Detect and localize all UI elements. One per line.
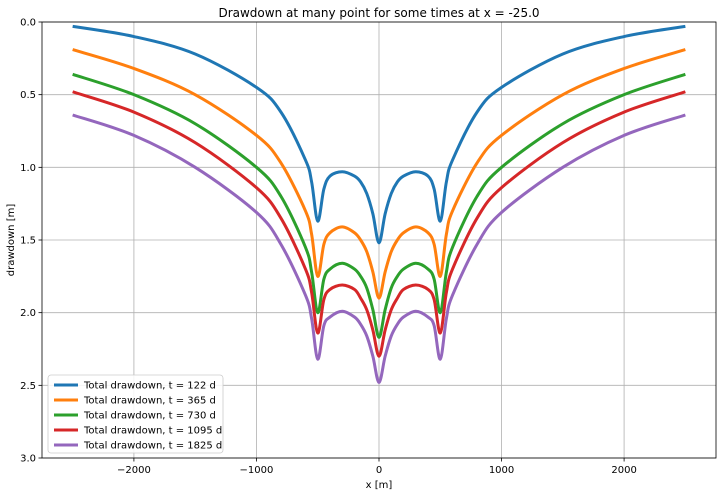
series-line-3: [72, 72, 686, 339]
x-axis-ticks: −2000 −1000 0 1000 2000: [117, 458, 637, 476]
y-tick-label: 1.5: [20, 236, 36, 247]
series-line-4: [72, 90, 686, 358]
series-line-5: [72, 113, 686, 384]
x-tick-label: 1000: [489, 465, 514, 476]
legend-entry: Total drawdown, t = 730 d: [83, 411, 216, 422]
legend-entry: Total drawdown, t = 1825 d: [83, 441, 222, 452]
y-tick-label: 1.0: [20, 163, 36, 174]
x-tick-label: −1000: [240, 465, 274, 476]
y-tick-label: 2.0: [20, 308, 36, 319]
y-axis-ticks: 0.0 0.5 1.0 1.5 2.0 2.5 3.0: [20, 18, 42, 465]
legend-box: [47, 374, 224, 454]
legend-entry: Total drawdown, t = 365 d: [83, 396, 216, 407]
legend-entry: Total drawdown, t = 122 d: [83, 381, 216, 392]
y-tick-label: 0.0: [20, 18, 36, 29]
series-line-1: [72, 24, 686, 245]
chart-title: Drawdown at many point for some times at…: [218, 6, 539, 20]
x-tick-label: −2000: [117, 465, 151, 476]
series-lines: [72, 24, 686, 384]
legend: Total drawdown, t = 122 d Total drawdown,…: [47, 374, 224, 454]
x-axis-label: x [m]: [366, 480, 393, 491]
x-tick-label: 2000: [611, 465, 636, 476]
legend-entry: Total drawdown, t = 1095 d: [83, 426, 222, 437]
y-axis-label: drawdown [m]: [6, 204, 17, 277]
y-tick-label: 3.0: [20, 454, 36, 465]
y-tick-label: 2.5: [20, 381, 36, 392]
series-line-2: [72, 48, 686, 300]
x-tick-label: 0: [376, 465, 382, 476]
y-tick-label: 0.5: [20, 90, 36, 101]
